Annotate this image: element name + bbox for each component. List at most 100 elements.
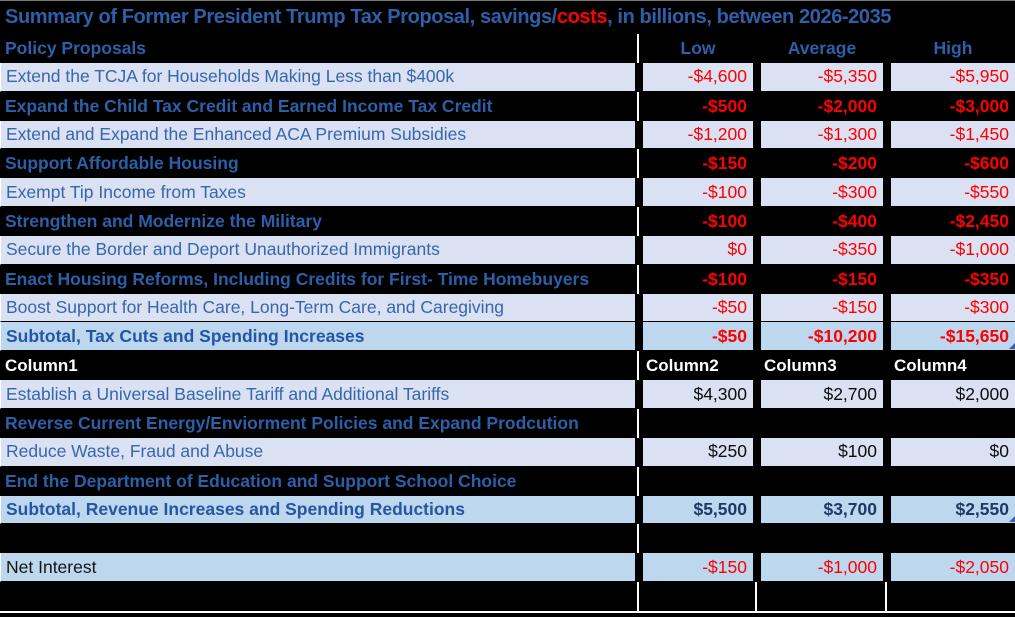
avg-value-cell[interactable]: -$400 — [832, 210, 877, 231]
high-value-cell[interactable]: -$2,050 — [891, 553, 1015, 583]
high-value-cell[interactable]: -$3,000 — [949, 95, 1009, 116]
table-row: Subtotal, Tax Cuts and Spending Increase… — [0, 322, 1015, 352]
avg-value-cell[interactable] — [761, 467, 883, 496]
column-divider — [753, 265, 761, 294]
policy-label-cell[interactable]: Establish a Universal Baseline Tariff an… — [0, 380, 635, 409]
column-divider — [753, 236, 761, 265]
column-divider — [883, 178, 891, 207]
low-value-cell[interactable]: -$100 — [643, 178, 753, 208]
avg-value-cell[interactable]: -$150 — [832, 268, 877, 289]
low-value-cell[interactable]: -$1,200 — [643, 120, 753, 150]
low-value-cell[interactable]: -$150 — [643, 553, 753, 583]
policy-proposals-header-cell[interactable]: Policy Proposals — [5, 37, 147, 58]
avg-value-cell[interactable]: -$350 — [761, 235, 883, 265]
column-divider — [883, 524, 891, 553]
low-value-cell[interactable]: -$100 — [702, 210, 747, 231]
avg-value-cell[interactable]: $3,700 — [761, 495, 883, 525]
high-value-cell[interactable]: $2,550 — [891, 495, 1015, 525]
column-divider — [883, 149, 891, 178]
column-divider — [635, 149, 643, 179]
column-divider — [635, 466, 643, 496]
high-value-cell[interactable] — [891, 409, 1015, 438]
policy-label-cell[interactable]: Boost Support for Health Care, Long-Term… — [0, 293, 635, 323]
low-value-cell[interactable]: -$4,600 — [643, 62, 753, 92]
low-value-cell[interactable]: -$150 — [702, 153, 747, 174]
table-body: Extend the TCJA for Households Making Le… — [0, 62, 1015, 611]
avg-value-cell[interactable]: $2,700 — [761, 380, 883, 409]
average-column-header-cell[interactable]: Average — [787, 37, 857, 58]
policy-label-cell[interactable]: Subtotal, Revenue Increases and Spending… — [0, 495, 635, 525]
avg-value-cell[interactable]: -$150 — [761, 293, 883, 323]
policy-label-cell[interactable]: Exempt Tip Income from Taxes — [0, 178, 635, 208]
avg-value-cell[interactable]: -$1,000 — [761, 553, 883, 583]
column-divider — [635, 178, 643, 207]
avg-value-cell[interactable]: Column3 — [764, 355, 837, 375]
low-value-cell[interactable]: Column2 — [646, 355, 719, 375]
high-column-header-cell[interactable]: High — [933, 37, 973, 58]
column-divider — [883, 63, 891, 92]
low-value-cell[interactable]: $4,300 — [643, 380, 753, 409]
policy-label-cell[interactable]: Extend the TCJA for Households Making Le… — [0, 62, 635, 92]
avg-value-cell[interactable]: $100 — [761, 437, 883, 467]
high-value-cell[interactable]: Column4 — [894, 355, 967, 375]
low-value-cell[interactable]: -$100 — [702, 268, 747, 289]
policy-label-cell[interactable]: Expand the Child Tax Credit and Earned I… — [5, 95, 493, 116]
low-column-header-cell[interactable]: Low — [680, 37, 716, 58]
avg-value-cell[interactable] — [761, 582, 883, 611]
avg-value-cell[interactable]: -$10,200 — [761, 322, 883, 352]
policy-label-cell[interactable]: Enact Housing Reforms, Including Credits… — [5, 268, 590, 289]
low-value-cell[interactable]: $0 — [643, 235, 753, 265]
avg-value-cell[interactable]: -$2,000 — [817, 95, 877, 116]
policy-label-cell[interactable]: Extend and Expand the Enhanced ACA Premi… — [0, 120, 635, 150]
low-value-cell[interactable] — [643, 582, 753, 611]
table-row: Secure the Border and Deport Unauthorize… — [0, 235, 1015, 265]
avg-value-cell[interactable] — [761, 409, 883, 438]
low-value-cell[interactable]: $5,500 — [643, 495, 753, 525]
high-value-cell[interactable]: $2,000 — [891, 380, 1015, 409]
high-value-cell[interactable]: -$15,650 — [891, 322, 1015, 352]
column-divider — [635, 438, 643, 467]
policy-label-cell[interactable]: Net Interest — [0, 553, 635, 583]
high-value-cell[interactable]: -$550 — [891, 178, 1015, 208]
column-divider — [883, 34, 891, 63]
policy-label-cell[interactable]: Secure the Border and Deport Unauthorize… — [0, 235, 635, 265]
high-value-cell[interactable]: -$2,450 — [949, 210, 1009, 231]
low-value-cell[interactable] — [643, 467, 753, 496]
column-divider — [883, 380, 891, 409]
high-value-cell[interactable]: -$1,000 — [891, 235, 1015, 265]
avg-value-cell[interactable] — [761, 524, 883, 553]
high-value-cell[interactable]: $0 — [891, 437, 1015, 467]
policy-label-cell[interactable]: Reduce Waste, Fraud and Abuse — [0, 437, 635, 467]
high-value-cell[interactable]: -$5,950 — [891, 62, 1015, 92]
low-value-cell[interactable]: $250 — [643, 437, 753, 467]
policy-label-cell[interactable]: Column1 — [5, 355, 78, 375]
low-value-cell[interactable]: -$50 — [643, 322, 753, 352]
high-value-cell[interactable] — [891, 467, 1015, 496]
low-value-cell[interactable]: -$500 — [702, 95, 747, 116]
avg-value-cell[interactable]: -$1,300 — [761, 120, 883, 150]
table-row: Support Affordable Housing -$150 -$200 -$60… — [0, 149, 1015, 179]
policy-label-cell[interactable]: Support Affordable Housing — [5, 153, 239, 174]
policy-label-cell[interactable]: End the Department of Education and Supp… — [5, 470, 517, 491]
column-divider — [883, 438, 891, 467]
high-value-cell[interactable]: -$600 — [964, 153, 1009, 174]
avg-value-cell[interactable]: -$5,350 — [761, 62, 883, 92]
policy-label-cell[interactable]: Subtotal, Tax Cuts and Spending Increase… — [0, 322, 635, 352]
low-value-cell[interactable] — [643, 524, 753, 553]
high-value-cell[interactable] — [891, 524, 1015, 553]
policy-label-cell[interactable] — [0, 582, 635, 611]
high-value-cell[interactable] — [891, 582, 1015, 611]
policy-label-cell[interactable] — [0, 524, 635, 553]
low-value-cell[interactable] — [643, 409, 753, 438]
avg-value-cell[interactable]: -$200 — [832, 153, 877, 174]
policy-label-cell[interactable]: Strengthen and Modernize the Military — [5, 210, 322, 231]
column-divider — [753, 409, 761, 438]
policy-label-cell[interactable]: Reverse Current Energy/Enviorment Polici… — [5, 412, 579, 433]
low-value-cell[interactable]: -$50 — [643, 293, 753, 323]
avg-value-cell[interactable]: -$300 — [761, 178, 883, 208]
high-value-cell[interactable]: -$350 — [964, 268, 1009, 289]
high-value-cell[interactable]: -$1,450 — [891, 120, 1015, 150]
column-divider — [883, 294, 891, 323]
column-divider — [883, 553, 891, 582]
high-value-cell[interactable]: -$300 — [891, 293, 1015, 323]
